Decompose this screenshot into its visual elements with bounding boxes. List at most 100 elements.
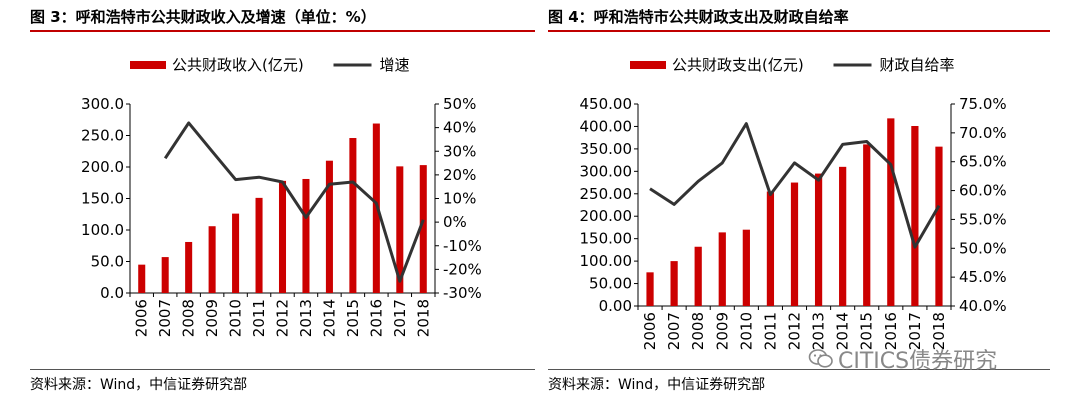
x-tick-label: 2015 — [858, 312, 876, 350]
x-tick-label: 2012 — [786, 312, 804, 350]
y-tick-label-left: 350.00 — [580, 140, 633, 158]
x-tick-label: 2010 — [227, 299, 245, 337]
y-tick-label-left: 100.0 — [81, 221, 124, 239]
x-tick-label: 2018 — [414, 299, 432, 337]
expenditure-chart: 公共财政支出(亿元) 财政自给率 0.00 50.00 100.00 150.00 200.… — [580, 56, 1007, 350]
y-tick-label-left: 0.0 — [100, 284, 124, 302]
bar-2014 — [839, 166, 847, 306]
x-tick-label: 2006 — [641, 312, 659, 350]
source-divider — [548, 369, 1050, 370]
x-tick-label: 2016 — [882, 312, 900, 350]
bar-2011 — [766, 191, 775, 306]
x-tick-label: 2013 — [297, 299, 315, 337]
x-tick-label: 2011 — [250, 299, 268, 337]
x-tick-label: 2014 — [834, 312, 852, 350]
x-tick-label: 2012 — [274, 299, 292, 337]
y-tick-label-right: 50% — [443, 95, 476, 113]
x-tick-label: 2015 — [344, 299, 362, 337]
figure-title: 图 3：呼和浩特市公共财政收入及增速（单位：%） — [30, 8, 376, 26]
source-note: 资料来源：Wind，中信证券研究部 — [30, 377, 248, 393]
y-tick-label-right: 60.0% — [959, 182, 1007, 200]
x-tick-label: 2011 — [761, 312, 779, 350]
y-tick-label-right: -30% — [443, 284, 482, 302]
legend-label-line: 增速 — [380, 56, 410, 74]
bar-2018 — [419, 165, 427, 293]
x-tick-label: 2016 — [367, 299, 385, 337]
bar-2007 — [161, 257, 169, 293]
legend-swatch-bar — [630, 61, 666, 69]
y-tick-label-left: 300.00 — [580, 162, 633, 180]
x-tick-label: 2007 — [665, 312, 683, 350]
watermark: CITICS债券研究 — [808, 343, 997, 375]
x-tick-label: 2007 — [156, 299, 174, 337]
legend-swatch-bar — [130, 61, 166, 69]
chart-panel-expenditure: 图 4：呼和浩特市公共财政支出及财政自给率 公共财政支出(亿元) 财政自给率 0.0… — [548, 0, 1050, 405]
bar-2018 — [935, 146, 943, 306]
y-tick-label-left: 0.00 — [599, 297, 632, 315]
x-tick-label: 2013 — [810, 312, 828, 350]
bar-2017 — [911, 125, 919, 307]
chart-panel-revenue: 图 3：呼和浩特市公共财政收入及增速（单位：%） 公共财政收入(亿元) 增速 0.0… — [30, 0, 535, 405]
bar-2014 — [325, 160, 333, 293]
y-tick-label-right: 40.0% — [959, 297, 1007, 315]
bar-2012 — [790, 182, 799, 306]
bar-2016 — [887, 118, 895, 306]
y-tick-label-right: 65.0% — [959, 153, 1007, 171]
figure-title: 图 4：呼和浩特市公共财政支出及财政自给率 — [548, 8, 849, 26]
y-tick-label-left: 250.0 — [81, 127, 124, 145]
y-tick-label-right: -10% — [443, 237, 482, 255]
y-tick-label-right: 20% — [443, 166, 476, 184]
x-tick-label: 2009 — [203, 299, 221, 337]
x-tick-label: 2008 — [180, 299, 198, 337]
y-tick-label-left: 50.0 — [91, 253, 124, 271]
bar-2006 — [646, 272, 654, 306]
bar-2013 — [814, 173, 823, 306]
y-tick-label-left: 400.00 — [580, 117, 633, 135]
y-tick-label-right: 0% — [443, 213, 467, 231]
bar-2010 — [742, 229, 750, 306]
y-tick-label-right: 40% — [443, 119, 476, 137]
legend-label-bar: 公共财政收入(亿元) — [172, 56, 304, 74]
y-tick-label-left: 200.0 — [81, 158, 124, 176]
y-tick-label-right: 70.0% — [959, 124, 1007, 142]
watermark-text: CITICS债券研究 — [838, 349, 998, 374]
y-tick-label-left: 100.00 — [580, 252, 633, 270]
revenue-chart: 公共财政收入(亿元) 增速 0.0 50.0 100.0 150.0 200.0 250.0 3… — [81, 56, 482, 337]
y-tick-label-left: 150.00 — [580, 230, 633, 248]
x-tick-label: 2017 — [391, 299, 409, 337]
line-series-0 — [163, 121, 425, 283]
bar-2013 — [302, 178, 310, 293]
bar-2009 — [208, 226, 216, 293]
bar-2009 — [718, 232, 726, 306]
y-tick-label-right: 10% — [443, 190, 476, 208]
bar-2006 — [138, 264, 146, 293]
y-tick-label-right: 50.0% — [959, 239, 1007, 257]
y-tick-label-left: 200.00 — [580, 207, 633, 225]
title-divider — [548, 30, 1050, 32]
legend-label-line: 财政自给率 — [880, 56, 955, 74]
bar-2010 — [232, 213, 240, 293]
legend-label-bar: 公共财政支出(亿元) — [672, 56, 804, 74]
y-tick-label-right: 45.0% — [959, 268, 1007, 286]
bar-2012 — [278, 180, 287, 293]
y-tick-label-right: -20% — [443, 260, 482, 278]
x-tick-label: 2008 — [689, 312, 707, 350]
bar-2011 — [255, 197, 263, 293]
y-tick-label-left: 300.0 — [81, 95, 124, 113]
bar-2015 — [863, 144, 871, 306]
y-tick-label-right: 75.0% — [959, 95, 1007, 113]
bar-2017 — [396, 166, 404, 293]
source-note: 资料来源：Wind，中信证券研究部 — [548, 377, 766, 393]
title-divider — [30, 30, 535, 32]
y-tick-label-right: 55.0% — [959, 210, 1007, 228]
y-tick-label-right: 30% — [443, 142, 476, 160]
x-tick-label: 2014 — [320, 299, 338, 337]
source-divider — [30, 369, 535, 370]
bar-2008 — [185, 241, 193, 293]
bar-2015 — [349, 138, 357, 293]
bar-2008 — [694, 246, 702, 306]
x-tick-label: 2006 — [133, 299, 151, 337]
y-tick-label-left: 50.00 — [589, 275, 632, 293]
x-tick-label: 2009 — [713, 312, 731, 350]
x-tick-label: 2017 — [906, 312, 924, 350]
